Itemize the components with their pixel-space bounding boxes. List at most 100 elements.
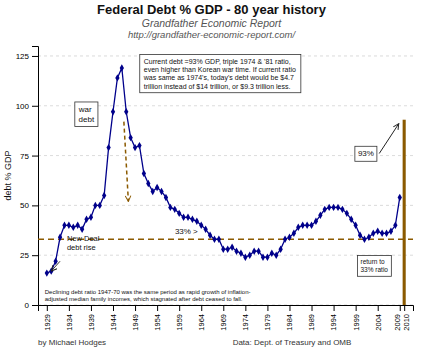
tick-mark [289, 305, 290, 311]
point [265, 253, 269, 260]
tick-label: 1929 [43, 314, 52, 331]
tick-mark [32, 255, 38, 256]
tick: 1964 [197, 305, 206, 331]
point [84, 216, 88, 223]
tick-label: 1979 [263, 314, 272, 331]
text-line: trillion instead of $14 trillion, or $9.… [144, 83, 291, 90]
tick-mark [91, 305, 92, 311]
tick-label: 1944 [109, 314, 118, 331]
text-line: New Deal [67, 234, 102, 243]
point [137, 142, 141, 149]
tick: 1984 [285, 305, 294, 331]
tick-label: 75 [20, 152, 29, 161]
point [106, 144, 110, 151]
point [181, 214, 185, 221]
point [314, 218, 318, 225]
tick-mark [400, 305, 401, 311]
tick-label: 1954 [153, 314, 162, 331]
point [80, 226, 84, 233]
tick-mark [113, 305, 114, 311]
annotations: Current debt =93% GDP, triple 1974 & '81… [45, 55, 399, 303]
tick-label: 1939 [87, 314, 96, 331]
point [221, 245, 225, 252]
tick-label: 1974 [241, 314, 250, 331]
tick-label: 1999 [352, 314, 361, 331]
annotation: Declining debt ratio 1947-70 was the sam… [45, 289, 252, 302]
point [49, 267, 53, 274]
point [128, 134, 132, 141]
point [336, 204, 340, 211]
point [384, 230, 388, 237]
tick-mark [404, 305, 405, 311]
annotation: return to 33% ratio [361, 258, 389, 273]
point [226, 245, 230, 252]
point [133, 144, 137, 151]
tick-mark [201, 305, 202, 311]
point [358, 232, 362, 239]
arrow [124, 122, 129, 202]
point [349, 216, 353, 223]
point [217, 236, 221, 243]
subtitle: http://grandfather-economic-report.com/ [128, 29, 297, 40]
x-axis: 1929193419391944194919541959196419691974… [39, 305, 414, 331]
tick: 100 [16, 102, 38, 111]
point [111, 108, 115, 115]
y-axis: 0255075100125 [16, 47, 39, 311]
point [190, 216, 194, 223]
point [340, 206, 344, 213]
axis-line [32, 47, 39, 306]
text-line: Current debt =93% GDP, triple 1974 & '81… [144, 58, 293, 66]
tick: 0 [25, 301, 38, 310]
point [208, 232, 212, 239]
tick-mark [356, 305, 357, 311]
point [173, 206, 177, 213]
point [301, 222, 305, 229]
point [45, 269, 49, 276]
point [120, 64, 124, 71]
tick: 1974 [241, 305, 250, 331]
text-line: even higher than Korean war time. If cur… [144, 66, 298, 74]
line [47, 68, 400, 273]
point [261, 253, 265, 260]
point [345, 210, 349, 217]
point [89, 214, 93, 221]
tick-mark [267, 305, 268, 311]
annotation-box [355, 146, 377, 161]
point [283, 236, 287, 243]
point [115, 74, 119, 81]
point [248, 251, 252, 258]
tick: 1999 [352, 305, 361, 331]
tick-mark [32, 56, 38, 57]
bar [403, 120, 406, 305]
annotation: war debt [78, 105, 95, 124]
point [296, 224, 300, 231]
annotation-box [358, 255, 392, 276]
tick: 75 [20, 152, 38, 161]
tick-mark [378, 305, 379, 311]
point [195, 218, 199, 225]
tick-label: 2009 [393, 314, 402, 331]
point [327, 204, 331, 211]
tick-label: 0 [25, 301, 30, 310]
tick: 2009 [393, 305, 402, 331]
text-line: Declining debt ratio 1947-70 was the sam… [45, 289, 252, 295]
annotation-box [75, 102, 98, 127]
point [278, 245, 282, 252]
text-line: adjusted median family incomes, which st… [45, 296, 243, 302]
point [164, 194, 168, 201]
point [142, 170, 146, 177]
reference-label: 33% > [175, 227, 198, 236]
point [270, 249, 274, 256]
point [252, 247, 256, 254]
point [331, 204, 335, 211]
point [199, 222, 203, 229]
grid-line [38, 255, 413, 256]
tick-label: 1964 [197, 314, 206, 331]
annotation: Current debt =93% GDP, triple 1974 & '81… [143, 58, 298, 90]
point [67, 222, 71, 229]
tick-label: 25 [20, 251, 29, 260]
point [353, 222, 357, 229]
tick: 1994 [329, 305, 338, 331]
tick: 1949 [131, 305, 140, 331]
point [234, 247, 238, 254]
